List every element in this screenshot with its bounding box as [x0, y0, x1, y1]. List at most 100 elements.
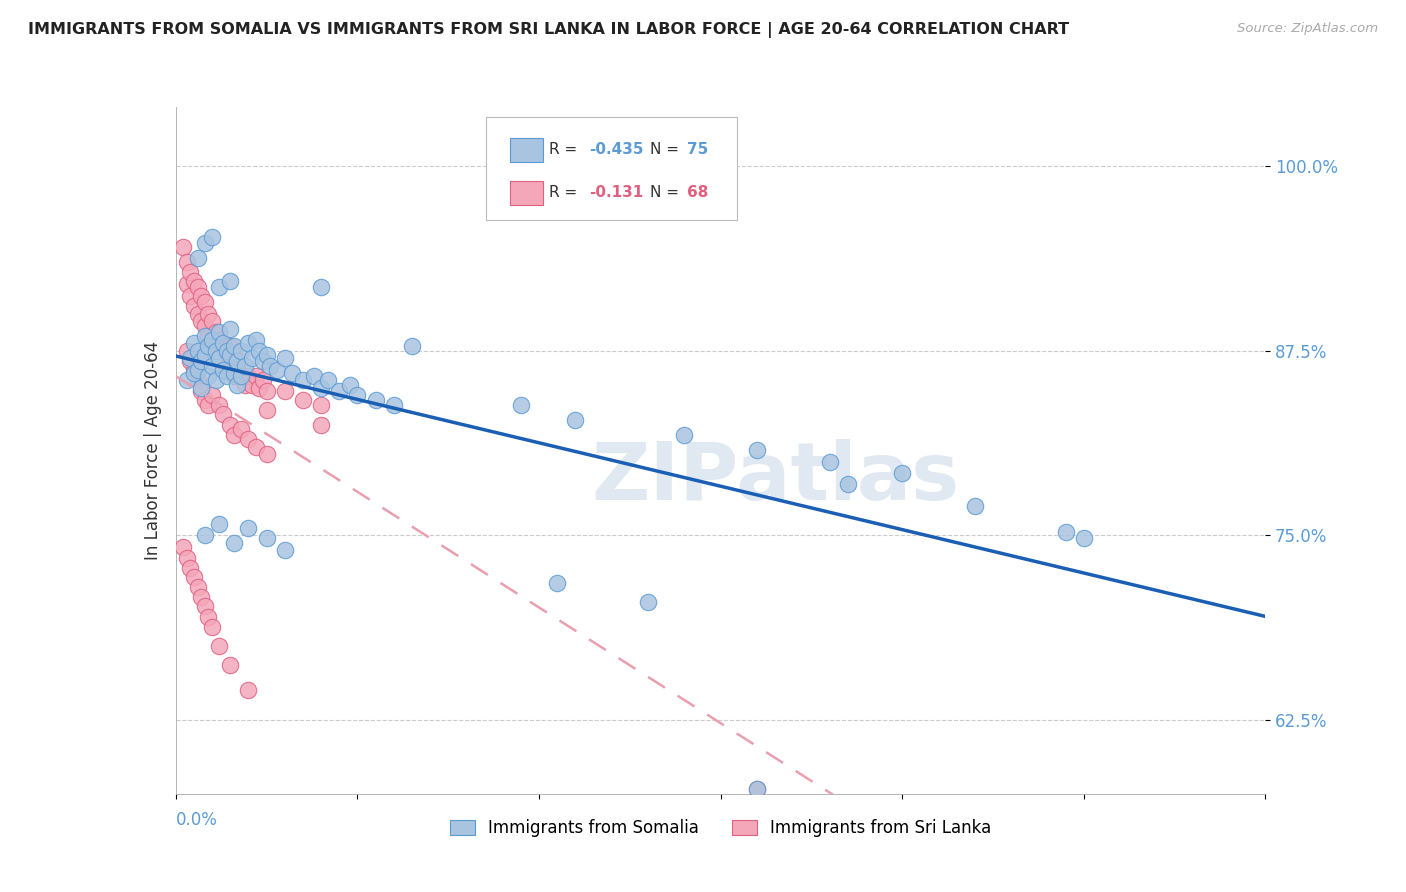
Point [240, 351, 263, 366]
Point [309, 381, 332, 395]
Point [201, 334, 224, 348]
Point [891, 467, 914, 481]
Point [172, 540, 194, 554]
Point [186, 373, 209, 387]
Point [183, 300, 205, 314]
Point [231, 343, 253, 358]
Point [231, 368, 253, 383]
Point [179, 351, 201, 366]
Point [201, 359, 224, 373]
Point [190, 314, 212, 328]
Point [339, 377, 361, 392]
Point [745, 782, 768, 797]
Point [238, 368, 260, 383]
Point [208, 639, 231, 653]
FancyBboxPatch shape [510, 138, 543, 162]
Point [183, 570, 205, 584]
Point [194, 295, 217, 310]
Point [245, 368, 267, 383]
Point [194, 348, 217, 362]
Point [208, 280, 231, 294]
Point [197, 329, 219, 343]
FancyBboxPatch shape [510, 181, 543, 205]
Point [274, 543, 297, 558]
Point [179, 265, 201, 279]
Text: N =: N = [650, 186, 683, 201]
Point [194, 599, 217, 614]
Point [194, 528, 217, 542]
Text: ZIPatlas: ZIPatlas [591, 439, 959, 517]
Point [186, 307, 209, 321]
Point [183, 336, 205, 351]
Point [637, 595, 659, 609]
Point [183, 363, 205, 377]
Point [238, 336, 260, 351]
Point [673, 428, 696, 442]
Point [194, 392, 217, 407]
Point [274, 351, 297, 366]
Point [190, 289, 212, 303]
Point [346, 388, 368, 402]
Point [745, 782, 768, 797]
Point [222, 348, 245, 362]
Point [197, 398, 219, 412]
Text: R =: R = [550, 142, 582, 157]
Point [183, 274, 205, 288]
Point [208, 325, 231, 339]
Point [186, 363, 209, 377]
Point [176, 373, 198, 387]
Y-axis label: In Labor Force | Age 20-64: In Labor Force | Age 20-64 [143, 341, 162, 560]
Point [233, 359, 256, 373]
Point [238, 433, 260, 447]
Point [208, 351, 231, 366]
Point [186, 280, 209, 294]
Point [179, 561, 201, 575]
Point [238, 683, 260, 698]
Point [215, 343, 238, 358]
Point [364, 392, 387, 407]
Text: 68: 68 [686, 186, 709, 201]
Text: Source: ZipAtlas.com: Source: ZipAtlas.com [1237, 22, 1378, 36]
Point [245, 440, 267, 454]
Point [256, 384, 278, 398]
Point [222, 368, 245, 383]
Point [240, 377, 263, 392]
Point [274, 384, 297, 398]
Point [247, 343, 270, 358]
Point [226, 377, 249, 392]
Point [401, 339, 423, 353]
Point [176, 550, 198, 565]
Point [509, 398, 531, 412]
Point [318, 373, 340, 387]
Point [231, 368, 253, 383]
Point [215, 348, 238, 362]
Text: -0.435: -0.435 [589, 142, 643, 157]
Point [201, 620, 224, 634]
Point [190, 381, 212, 395]
Point [226, 354, 249, 368]
Point [176, 255, 198, 269]
Point [245, 334, 267, 348]
Point [247, 381, 270, 395]
Point [186, 251, 209, 265]
Point [219, 321, 242, 335]
Point [219, 658, 242, 673]
Point [266, 363, 288, 377]
Point [1054, 525, 1077, 540]
Point [208, 334, 231, 348]
Point [204, 325, 226, 339]
Point [309, 417, 332, 432]
Point [212, 407, 235, 421]
Point [291, 392, 314, 407]
Point [197, 368, 219, 383]
Point [252, 373, 274, 387]
Point [837, 476, 859, 491]
Point [309, 398, 332, 412]
Point [219, 363, 242, 377]
Point [256, 532, 278, 546]
Point [252, 354, 274, 368]
Point [382, 398, 405, 412]
Point [197, 339, 219, 353]
Point [201, 336, 224, 351]
Point [309, 280, 332, 294]
